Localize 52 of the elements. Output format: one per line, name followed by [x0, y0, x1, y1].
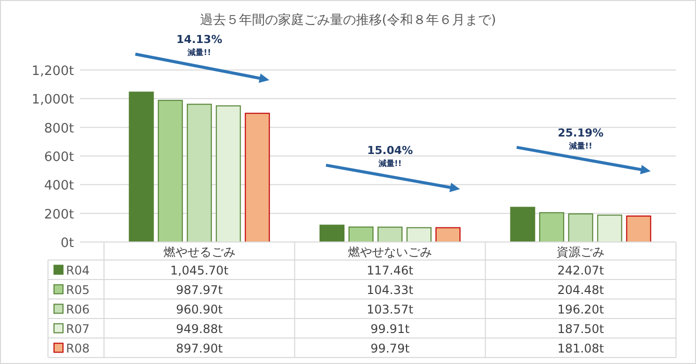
- bar: [348, 226, 374, 242]
- chart-title: 過去５年間の家庭ごみ量の推移(令和８年６月まで): [200, 12, 496, 28]
- data-label: 987.97t: [176, 282, 223, 297]
- legend-label: R06: [66, 302, 90, 316]
- data-label: 949.88t: [176, 322, 223, 336]
- data-label: 196.20t: [557, 302, 604, 316]
- data-label: 897.90t: [176, 341, 223, 356]
- bar: [626, 216, 652, 242]
- bar: [158, 100, 183, 242]
- legend-label: R05: [66, 282, 90, 297]
- bar: [436, 227, 460, 242]
- data-label: 1,045.70t: [170, 263, 229, 278]
- annotation: 15.04%: [367, 144, 413, 158]
- bar: [406, 227, 432, 242]
- bar: [539, 212, 564, 242]
- data-label: 117.46t: [366, 263, 414, 278]
- bar: [216, 105, 241, 242]
- y-tick-label: 1,200t: [32, 64, 74, 79]
- text: 減量!!: [186, 48, 211, 58]
- data-label: 104.33t: [366, 282, 414, 297]
- data-label: 103.57t: [366, 302, 414, 316]
- annotation: 25.19%: [558, 126, 604, 140]
- y-tick-label: 800t: [44, 121, 74, 136]
- y-tick-label: 400t: [44, 178, 74, 194]
- x-tick-label: 資源ごみ: [556, 245, 605, 259]
- bar: [568, 213, 594, 242]
- bar: [128, 92, 154, 242]
- data-label: 99.91t: [370, 322, 410, 336]
- y-tick-label: 1,000t: [32, 92, 74, 108]
- bar: [510, 206, 536, 242]
- data-label: 187.50t: [557, 322, 604, 336]
- bar: [186, 104, 212, 242]
- y-tick-label: 0t: [60, 236, 74, 251]
- annotation: 減量!!: [568, 141, 592, 150]
- bar: [378, 226, 402, 242]
- text: 14.13%: [176, 33, 222, 46]
- data-label: 181.08t: [557, 341, 604, 356]
- legend-label: R08: [66, 341, 90, 356]
- y-tick-label: 600t: [44, 150, 74, 165]
- x-tick-label: 燃やせるごみ: [163, 245, 236, 259]
- x-tick-label: 燃やせないごみ: [348, 245, 432, 259]
- data-label: 960.90t: [176, 302, 223, 316]
- data-label: 99.79t: [370, 341, 410, 356]
- legend-label: R04: [66, 263, 90, 278]
- bar: [244, 112, 270, 242]
- y-tick-label: 200t: [44, 207, 74, 222]
- data-label: 204.48t: [557, 282, 604, 297]
- bar: [320, 224, 344, 242]
- annotation: 減量!!: [377, 159, 402, 168]
- bar: [597, 214, 622, 242]
- legend-label: R07: [66, 322, 90, 336]
- data-label: 242.07t: [557, 263, 604, 278]
